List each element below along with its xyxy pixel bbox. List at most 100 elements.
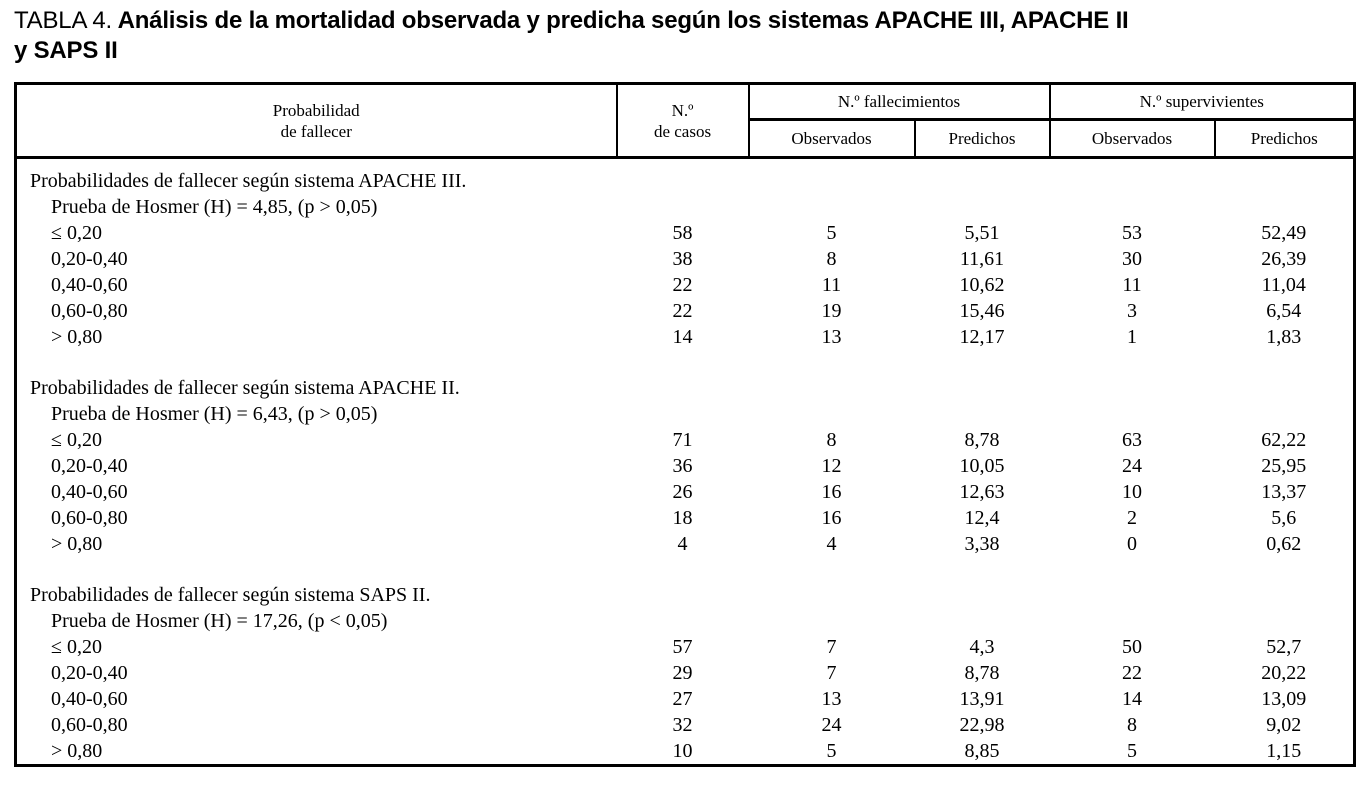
table-row: > 0,80 14 13 12,17 1 1,83 (16, 324, 1355, 350)
survivors-predicted-value: 62,22 (1261, 429, 1307, 451)
table-row: 0,60-0,80 18 16 12,4 2 5,6 (16, 505, 1355, 531)
table-body: Probabilidades de fallecer según sistema… (16, 158, 1355, 766)
header-survivors-group: N.º supervivientes (1049, 83, 1355, 121)
header-sub-row: Observados Predichos Observados Predicho… (16, 119, 1355, 159)
probability-range: > 0,80 (51, 326, 103, 348)
section-title: Probabilidades de fallecer según sistema… (30, 170, 467, 192)
cases-value: 32 (672, 714, 693, 736)
deaths-predicted-value: 5,51 (964, 222, 1000, 244)
probability-range: 0,60-0,80 (51, 300, 128, 322)
survivors-predicted-value: 1,15 (1266, 740, 1302, 762)
deaths-predicted-value: 8,78 (964, 429, 1000, 451)
cases-value: 14 (672, 326, 693, 348)
deaths-observed-value: 13 (821, 688, 842, 710)
spacer-cell (16, 557, 1355, 582)
section-subtitle-row: Prueba de Hosmer (H) = 17,26, (p < 0,05) (16, 608, 1355, 634)
section-subtitle: Prueba de Hosmer (H) = 4,85, (p > 0,05) (51, 196, 378, 218)
header-deaths-group: N.º fallecimientos (748, 83, 1051, 121)
deaths-predicted-value: 11,61 (959, 248, 1005, 270)
header-cases-line2: de casos (653, 121, 712, 141)
probability-range: ≤ 0,20 (51, 636, 102, 658)
header-cases-line1: N.º (671, 100, 694, 120)
section-spacer (16, 350, 1355, 375)
survivors-observed-value: 30 (1122, 248, 1143, 270)
deaths-observed-value: 5 (826, 740, 837, 762)
header-deaths-predicted: Predichos (914, 119, 1051, 159)
deaths-observed-value: 16 (821, 507, 842, 529)
cases-value: 57 (672, 636, 693, 658)
probability-range: 0,40-0,60 (51, 481, 128, 503)
header-probability-line1: Probabilidad (272, 100, 360, 120)
probability-range: 0,60-0,80 (51, 714, 128, 736)
survivors-predicted-value: 9,02 (1266, 714, 1302, 736)
survivors-observed-value: 0 (1127, 533, 1138, 555)
spacer-cell (16, 350, 1355, 375)
survivors-observed-value: 5 (1127, 740, 1138, 762)
section-title: Probabilidades de fallecer según sistema… (30, 584, 431, 606)
deaths-observed-value: 11 (821, 274, 842, 296)
table-caption: TABLA 4. Análisis de la mortalidad obser… (14, 6, 1353, 66)
section-title-row: Probabilidades de fallecer según sistema… (16, 582, 1355, 608)
probability-range: > 0,80 (51, 533, 103, 555)
deaths-observed-value: 16 (821, 481, 842, 503)
table-row: > 0,80 4 4 3,38 0 0,62 (16, 531, 1355, 557)
probability-range: 0,40-0,60 (51, 688, 128, 710)
table-caption-number: TABLA 4. (14, 7, 113, 34)
table-row: ≤ 0,20 57 7 4,3 50 52,7 (16, 634, 1355, 660)
survivors-predicted-value: 6,54 (1266, 300, 1302, 322)
section-subtitle: Prueba de Hosmer (H) = 6,43, (p > 0,05) (51, 403, 378, 425)
table-row: ≤ 0,20 71 8 8,78 63 62,22 (16, 427, 1355, 453)
survivors-predicted-value: 11,04 (1261, 274, 1306, 296)
deaths-predicted-value: 3,38 (964, 533, 1000, 555)
survivors-predicted-value: 5,6 (1271, 507, 1297, 529)
survivors-observed-value: 2 (1127, 507, 1138, 529)
survivors-predicted-value: 52,7 (1266, 636, 1302, 658)
cases-value: 22 (672, 274, 693, 296)
survivors-predicted-value: 1,83 (1266, 326, 1302, 348)
header-probability-line2: de fallecer (280, 121, 352, 141)
survivors-observed-value: 24 (1122, 455, 1143, 477)
deaths-predicted-value: 4,3 (969, 636, 995, 658)
deaths-observed-value: 19 (821, 300, 842, 322)
probability-range: ≤ 0,20 (51, 429, 102, 451)
header-group-row: Probabilidad de fallecer N.º de casos N.… (15, 83, 1355, 159)
table-row: > 0,80 10 5 8,85 5 1,15 (16, 738, 1355, 766)
header-survivors-predicted: Predichos (1214, 119, 1355, 159)
cases-value: 4 (677, 533, 688, 555)
deaths-observed-value: 13 (821, 326, 842, 348)
deaths-predicted-value: 8,85 (964, 740, 1000, 762)
survivors-predicted-value: 20,22 (1261, 662, 1307, 684)
mortality-table: Probabilidad de fallecer N.º de casos N.… (14, 82, 1357, 767)
header-deaths-observed: Observados (748, 119, 916, 159)
survivors-predicted-value: 26,39 (1261, 248, 1307, 270)
table-row: ≤ 0,20 58 5 5,51 53 52,49 (16, 220, 1355, 246)
table-header: Probabilidad de fallecer N.º de casos N.… (15, 83, 1355, 159)
deaths-predicted-value: 15,46 (959, 300, 1005, 322)
deaths-observed-value: 8 (826, 248, 837, 270)
survivors-predicted-value: 13,37 (1261, 481, 1307, 503)
survivors-predicted-value: 13,09 (1261, 688, 1307, 710)
survivors-observed-value: 22 (1122, 662, 1143, 684)
table-row: 0,20-0,40 38 8 11,61 30 26,39 (16, 246, 1355, 272)
probability-range: 0,40-0,60 (51, 274, 128, 296)
survivors-observed-value: 53 (1122, 222, 1143, 244)
survivors-observed-value: 1 (1127, 326, 1138, 348)
header-cases: N.º de casos (616, 83, 750, 159)
section-subtitle-row: Prueba de Hosmer (H) = 4,85, (p > 0,05) (16, 194, 1355, 220)
survivors-predicted-value: 0,62 (1266, 533, 1302, 555)
survivors-predicted-value: 52,49 (1261, 222, 1307, 244)
probability-range: ≤ 0,20 (51, 222, 102, 244)
table-row: 0,60-0,80 22 19 15,46 3 6,54 (16, 298, 1355, 324)
section-subtitle: Prueba de Hosmer (H) = 17,26, (p < 0,05) (51, 610, 388, 632)
deaths-observed-value: 5 (826, 222, 837, 244)
deaths-observed-value: 7 (826, 662, 837, 684)
deaths-observed-value: 12 (821, 455, 842, 477)
table-row: 0,20-0,40 29 7 8,78 22 20,22 (16, 660, 1355, 686)
section-subtitle-row: Prueba de Hosmer (H) = 6,43, (p > 0,05) (16, 401, 1355, 427)
survivors-observed-value: 50 (1122, 636, 1143, 658)
survivors-observed-value: 63 (1122, 429, 1143, 451)
deaths-predicted-value: 8,78 (964, 662, 1000, 684)
probability-range: 0,60-0,80 (51, 507, 128, 529)
section-spacer (16, 557, 1355, 582)
table-row: 0,40-0,60 27 13 13,91 14 13,09 (16, 686, 1355, 712)
